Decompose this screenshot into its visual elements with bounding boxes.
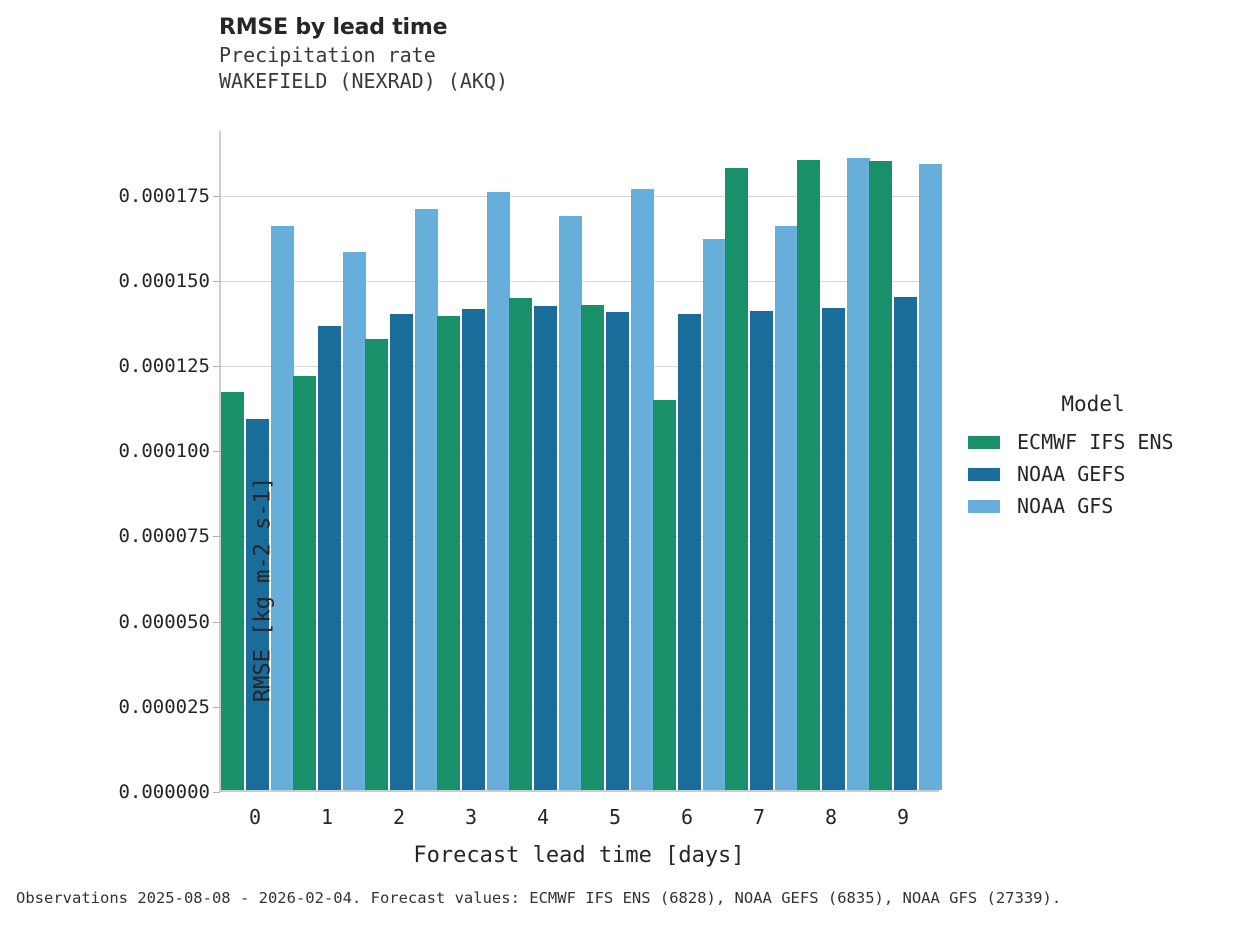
y-axis-tick-label: 0.000100 bbox=[118, 440, 210, 463]
y-axis-tick bbox=[213, 195, 220, 197]
bar[interactable] bbox=[605, 311, 629, 790]
x-axis-tick-label: 5 bbox=[608, 805, 622, 829]
x-axis-title: Forecast lead time [days] bbox=[413, 843, 745, 868]
y-axis-tick bbox=[213, 621, 220, 623]
legend-color-swatch bbox=[968, 499, 1000, 513]
bar[interactable] bbox=[292, 376, 316, 790]
bars-layer bbox=[220, 131, 942, 790]
chart-subtitle: Precipitation rate bbox=[219, 43, 436, 67]
bar[interactable] bbox=[630, 188, 654, 790]
bar[interactable] bbox=[389, 313, 413, 790]
y-axis-tick-label: 0.000075 bbox=[118, 525, 210, 548]
y-axis-tick bbox=[213, 536, 220, 538]
x-axis-tick-label: 6 bbox=[680, 805, 694, 829]
bar-group bbox=[796, 131, 870, 790]
x-axis-tick-label: 7 bbox=[752, 805, 766, 829]
bar-group bbox=[652, 131, 726, 790]
legend-item[interactable]: ECMWF IFS ENS bbox=[968, 426, 1238, 458]
y-axis-tick bbox=[213, 366, 220, 368]
bar[interactable] bbox=[846, 157, 870, 790]
bar[interactable] bbox=[317, 325, 341, 790]
bar[interactable] bbox=[821, 307, 845, 790]
legend-title: Model bbox=[1061, 392, 1125, 416]
bar-group bbox=[508, 131, 582, 790]
bar[interactable] bbox=[364, 339, 388, 790]
bar-group bbox=[364, 131, 438, 790]
y-axis-tick bbox=[213, 280, 220, 282]
bar[interactable] bbox=[652, 399, 676, 790]
bar[interactable] bbox=[749, 310, 773, 790]
bar[interactable] bbox=[893, 296, 917, 790]
x-axis-tick-label: 1 bbox=[320, 805, 334, 829]
bar[interactable] bbox=[580, 304, 604, 790]
bar[interactable] bbox=[918, 163, 942, 790]
bar-group bbox=[220, 131, 294, 790]
legend-item-label: NOAA GEFS bbox=[1017, 462, 1126, 486]
bar[interactable] bbox=[724, 167, 748, 790]
gridline bbox=[221, 195, 939, 197]
chart-title: RMSE by lead time bbox=[219, 15, 448, 40]
bar[interactable] bbox=[533, 305, 557, 790]
title-block: RMSE by lead time Precipitation rate WAK… bbox=[219, 14, 979, 94]
bar[interactable] bbox=[868, 161, 892, 790]
x-axis-tick-labels: 0 1 2 3 4 5 6 7 8 9 bbox=[219, 795, 939, 835]
legend: Model ECMWF IFS ENS NOAA GEFS NOAA GFS bbox=[968, 392, 1238, 522]
bar[interactable] bbox=[677, 313, 701, 790]
x-axis-tick-label: 3 bbox=[464, 805, 478, 829]
y-axis-tick bbox=[213, 792, 220, 793]
footer-note: Observations 2025-08-08 - 2026-02-04. Fo… bbox=[16, 889, 1062, 907]
legend-item[interactable]: NOAA GEFS bbox=[968, 458, 1238, 490]
y-axis-tick-label: 0.000150 bbox=[118, 269, 210, 292]
x-axis-tick-label: 4 bbox=[536, 805, 550, 829]
bar[interactable] bbox=[342, 252, 366, 790]
bar-group bbox=[724, 131, 798, 790]
legend-color-swatch bbox=[968, 435, 1000, 449]
x-axis-tick-label: 8 bbox=[824, 805, 838, 829]
legend-color-swatch bbox=[968, 467, 1000, 481]
bar-group bbox=[436, 131, 510, 790]
bar-group bbox=[292, 131, 366, 790]
y-axis-tick-label: 0.000175 bbox=[118, 184, 210, 207]
bar[interactable] bbox=[702, 239, 726, 790]
chart-location-subtitle: WAKEFIELD (NEXRAD) (AKQ) bbox=[219, 69, 508, 93]
bar[interactable] bbox=[461, 308, 485, 790]
y-axis-tick bbox=[213, 706, 220, 708]
bar[interactable] bbox=[558, 215, 582, 790]
bar[interactable] bbox=[270, 225, 294, 790]
x-axis-tick-label: 9 bbox=[896, 805, 910, 829]
legend-item-label: ECMWF IFS ENS bbox=[1017, 430, 1174, 454]
bar[interactable] bbox=[220, 392, 244, 790]
bar-group bbox=[580, 131, 654, 790]
bar[interactable] bbox=[774, 226, 798, 790]
x-axis-tick-label: 2 bbox=[392, 805, 406, 829]
bar[interactable] bbox=[486, 192, 510, 790]
y-axis-tick-label: 0.000000 bbox=[118, 781, 210, 803]
legend-item[interactable]: NOAA GFS bbox=[968, 490, 1238, 522]
legend-rows: ECMWF IFS ENS NOAA GEFS NOAA GFS bbox=[968, 426, 1238, 522]
y-axis-tick-labels: 0.000000 0.000025 0.000050 0.000075 0.000100… bbox=[68, 131, 210, 803]
bar[interactable] bbox=[414, 208, 438, 790]
y-axis-tick-label: 0.000025 bbox=[118, 695, 210, 718]
bar[interactable] bbox=[796, 160, 820, 790]
bar-group bbox=[868, 131, 942, 790]
legend-item-label: NOAA GFS bbox=[1017, 494, 1114, 518]
bar[interactable] bbox=[508, 298, 532, 790]
bar[interactable] bbox=[245, 418, 269, 790]
plot-area: RMSE [kg m-2 s-1] bbox=[213, 131, 942, 793]
bar[interactable] bbox=[436, 315, 460, 790]
y-axis-tick-label: 0.000125 bbox=[118, 355, 210, 378]
y-axis-tick-label: 0.000050 bbox=[118, 610, 210, 633]
x-axis-tick-label: 0 bbox=[248, 805, 262, 829]
y-axis-tick bbox=[213, 451, 220, 453]
